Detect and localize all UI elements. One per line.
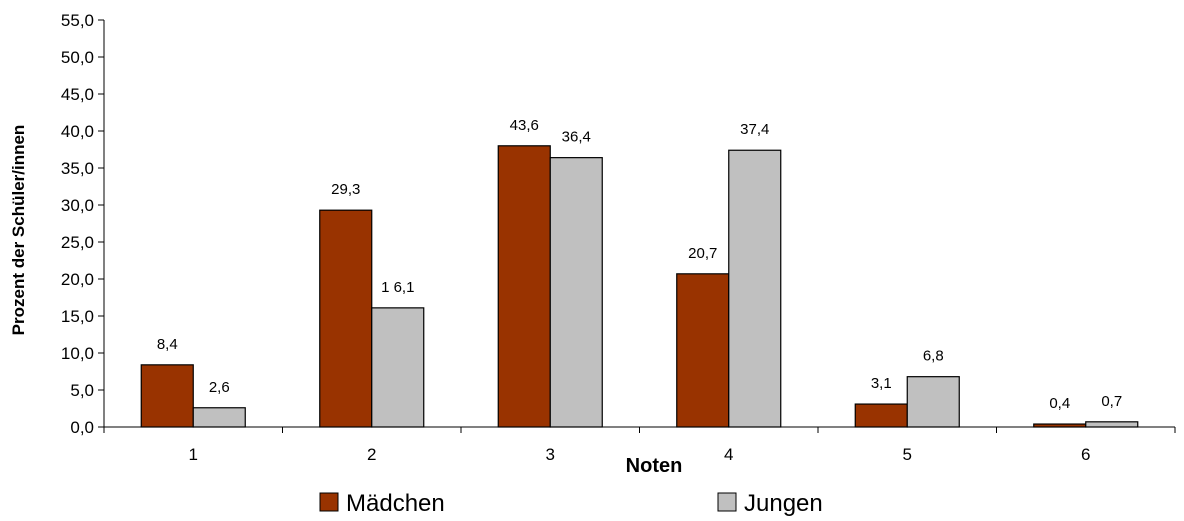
bars <box>140 145 1139 428</box>
x-tick-label: 4 <box>724 445 733 464</box>
x-tick-label: 2 <box>367 445 376 464</box>
y-tick-label: 50,0 <box>61 48 94 67</box>
data-label-jungen-4: 37,4 <box>740 121 769 138</box>
bar-jungen-2 <box>371 307 425 428</box>
data-label-jungen-6: 0,7 <box>1101 393 1122 410</box>
bar-maedchen-2 <box>319 209 373 428</box>
data-label-jungen-1: 2,6 <box>209 379 230 396</box>
x-tick-label: 6 <box>1081 445 1090 464</box>
bar-jungen-1 <box>192 407 246 428</box>
y-axis-title: Prozent der Schüler/innen <box>9 125 28 336</box>
legend: Mädchen Jungen <box>319 490 823 517</box>
data-label-maedchen-1: 8,4 <box>157 336 178 353</box>
legend-label-maedchen: Mädchen <box>346 490 445 517</box>
legend-swatch-maedchen <box>319 492 339 512</box>
bar-maedchen-1 <box>140 364 194 428</box>
bar-maedchen-5 <box>854 403 908 428</box>
x-axis: 1 2 3 4 5 6 <box>103 426 1176 464</box>
y-tick-label: 0,0 <box>70 418 94 437</box>
y-tick-label: 5,0 <box>70 381 94 400</box>
y-tick-label: 55,0 <box>61 11 94 30</box>
y-axis: 0,0 5,0 10,0 15,0 20,0 25,0 30,0 35,0 40,0 45,0 50… <box>61 11 105 437</box>
legend-swatch-jungen <box>717 492 737 512</box>
x-tick-label: 1 <box>189 445 198 464</box>
y-tick-label: 30,0 <box>61 196 94 215</box>
x-axis-title: Noten <box>626 455 683 477</box>
bar-maedchen-6 <box>1033 423 1087 428</box>
data-label-maedchen-3: 43,6 <box>510 117 539 134</box>
y-tick-label: 25,0 <box>61 233 94 252</box>
data-label-jungen-2: 1 6,1 <box>381 279 414 296</box>
bar-maedchen-3 <box>497 145 551 428</box>
data-label-maedchen-5: 3,1 <box>871 375 892 392</box>
bar-jungen-6 <box>1085 421 1139 428</box>
bar-maedchen-4 <box>676 273 730 428</box>
data-label-jungen-5: 6,8 <box>923 348 944 365</box>
data-label-maedchen-6: 0,4 <box>1049 395 1070 412</box>
y-tick-label: 40,0 <box>61 122 94 141</box>
x-tick-label: 5 <box>903 445 912 464</box>
y-tick-label: 15,0 <box>61 307 94 326</box>
bar-jungen-5 <box>906 376 960 428</box>
bar-jungen-3 <box>549 157 603 428</box>
data-label-maedchen-4: 20,7 <box>688 245 717 262</box>
data-label-jungen-3: 36,4 <box>562 129 591 146</box>
x-tick-label: 3 <box>546 445 555 464</box>
y-tick-label: 10,0 <box>61 344 94 363</box>
y-tick-label: 45,0 <box>61 85 94 104</box>
data-labels: 8,4 29,3 43,6 20,7 3,1 0,4 2,6 1 6,1 36,4 37,4 6,8… <box>157 117 1122 412</box>
y-tick-label: 20,0 <box>61 270 94 289</box>
bar-jungen-4 <box>728 149 782 428</box>
y-tick-label: 35,0 <box>61 159 94 178</box>
data-label-maedchen-2: 29,3 <box>331 181 360 198</box>
legend-label-jungen: Jungen <box>744 490 823 517</box>
